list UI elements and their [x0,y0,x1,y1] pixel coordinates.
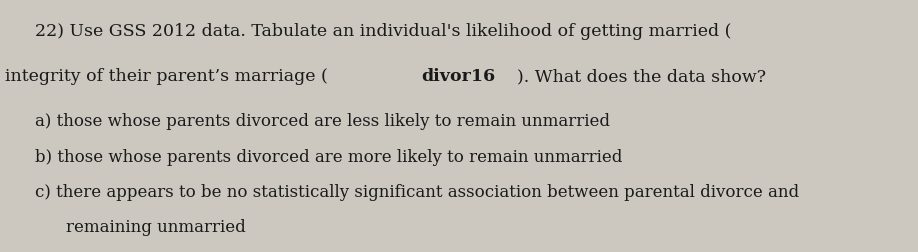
Text: 22) Use GSS 2012 data. Tabulate an individual's likelihood of getting married (: 22) Use GSS 2012 data. Tabulate an indiv… [35,23,732,40]
Text: remaining unmarried: remaining unmarried [66,219,246,236]
Text: divor16: divor16 [421,68,495,85]
Text: b) those whose parents divorced are more likely to remain unmarried: b) those whose parents divorced are more… [35,149,622,166]
Text: ). What does the data show?: ). What does the data show? [517,68,766,85]
Text: integrity of their parent’s marriage (: integrity of their parent’s marriage ( [5,68,328,85]
Text: a) those whose parents divorced are less likely to remain unmarried: a) those whose parents divorced are less… [35,113,610,130]
Text: c) there appears to be no statistically significant association between parental: c) there appears to be no statistically … [35,184,799,201]
